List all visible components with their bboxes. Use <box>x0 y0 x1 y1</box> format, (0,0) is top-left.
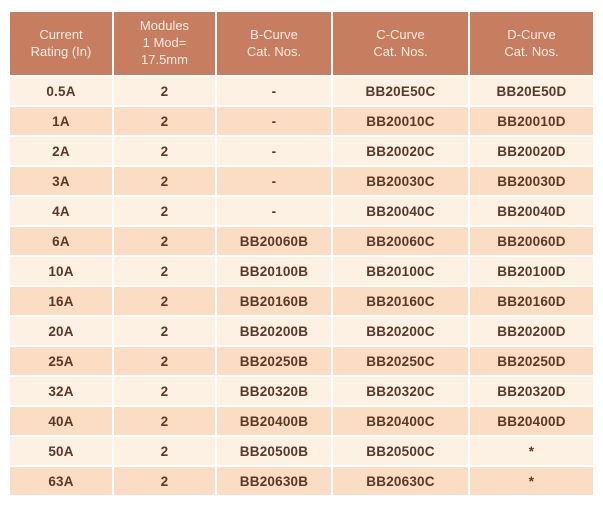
cell-modules: 2 <box>114 257 215 285</box>
cell-current-rating: 0.5A <box>10 77 112 105</box>
cell-c-curve: BB20320C <box>333 377 468 405</box>
cell-c-curve: BB20030C <box>333 167 468 195</box>
cell-modules: 2 <box>114 347 215 375</box>
cell-current-rating: 3A <box>10 167 112 195</box>
cell-current-rating: 1A <box>10 107 112 135</box>
cell-current-rating: 10A <box>10 257 112 285</box>
cell-b-curve: BB20320B <box>217 377 331 405</box>
cell-d-curve: BB20250D <box>470 347 593 375</box>
cell-modules: 2 <box>114 317 215 345</box>
cell-c-curve: BB20040C <box>333 197 468 225</box>
header-cell-modules: Modules 1 Mod= 17.5mm <box>114 12 215 75</box>
cell-c-curve: BB20010C <box>333 107 468 135</box>
cell-d-curve: BB20160D <box>470 287 593 315</box>
cell-b-curve: - <box>217 77 331 105</box>
cell-b-curve: BB20250B <box>217 347 331 375</box>
cell-modules: 2 <box>114 227 215 255</box>
cell-modules: 2 <box>114 197 215 225</box>
cell-modules: 2 <box>114 167 215 195</box>
cell-d-curve: BB20320D <box>470 377 593 405</box>
cell-current-rating: 25A <box>10 347 112 375</box>
cell-b-curve: BB20100B <box>217 257 331 285</box>
cell-modules: 2 <box>114 287 215 315</box>
cell-current-rating: 2A <box>10 137 112 165</box>
cell-d-curve: BB20010D <box>470 107 593 135</box>
cell-b-curve: BB20060B <box>217 227 331 255</box>
cell-d-curve: BB20020D <box>470 137 593 165</box>
cell-c-curve: BB20500C <box>333 437 468 465</box>
cell-c-curve: BB20630C <box>333 467 468 495</box>
cell-b-curve: BB20630B <box>217 467 331 495</box>
cell-d-curve: BB20400D <box>470 407 593 435</box>
cell-c-curve: BB20020C <box>333 137 468 165</box>
cell-b-curve: BB20200B <box>217 317 331 345</box>
cell-c-curve: BB20400C <box>333 407 468 435</box>
cell-d-curve: * <box>470 467 593 495</box>
cell-c-curve: BB20E50C <box>333 77 468 105</box>
cell-c-curve: BB20160C <box>333 287 468 315</box>
cell-d-curve: * <box>470 437 593 465</box>
cell-c-curve: BB20250C <box>333 347 468 375</box>
cell-modules: 2 <box>114 407 215 435</box>
cell-d-curve: BB20060D <box>470 227 593 255</box>
header-cell-c-curve: C-Curve Cat. Nos. <box>333 12 468 75</box>
cell-c-curve: BB20060C <box>333 227 468 255</box>
cell-current-rating: 16A <box>10 287 112 315</box>
cell-current-rating: 4A <box>10 197 112 225</box>
cell-modules: 2 <box>114 467 215 495</box>
cell-b-curve: BB20160B <box>217 287 331 315</box>
cell-c-curve: BB20200C <box>333 317 468 345</box>
cell-current-rating: 32A <box>10 377 112 405</box>
header-cell-d-curve: D-Curve Cat. Nos. <box>470 12 593 75</box>
cell-d-curve: BB20100D <box>470 257 593 285</box>
header-cell-b-curve: B-Curve Cat. Nos. <box>217 12 331 75</box>
cell-b-curve: - <box>217 137 331 165</box>
header-cell-current-rating: Current Rating (In) <box>10 12 112 75</box>
cell-current-rating: 6A <box>10 227 112 255</box>
cell-current-rating: 20A <box>10 317 112 345</box>
catalog-table: Current Rating (In) Modules 1 Mod= 17.5mm… <box>10 12 593 495</box>
cell-current-rating: 50A <box>10 437 112 465</box>
cell-b-curve: BB20500B <box>217 437 331 465</box>
cell-modules: 2 <box>114 137 215 165</box>
cell-b-curve: - <box>217 167 331 195</box>
cell-current-rating: 63A <box>10 467 112 495</box>
cell-d-curve: BB20E50D <box>470 77 593 105</box>
cell-modules: 2 <box>114 77 215 105</box>
cell-d-curve: BB20030D <box>470 167 593 195</box>
cell-d-curve: BB20200D <box>470 317 593 345</box>
cell-b-curve: - <box>217 197 331 225</box>
cell-modules: 2 <box>114 107 215 135</box>
cell-b-curve: BB20400B <box>217 407 331 435</box>
cell-d-curve: BB20040D <box>470 197 593 225</box>
cell-c-curve: BB20100C <box>333 257 468 285</box>
cell-current-rating: 40A <box>10 407 112 435</box>
cell-modules: 2 <box>114 437 215 465</box>
cell-b-curve: - <box>217 107 331 135</box>
cell-modules: 2 <box>114 377 215 405</box>
